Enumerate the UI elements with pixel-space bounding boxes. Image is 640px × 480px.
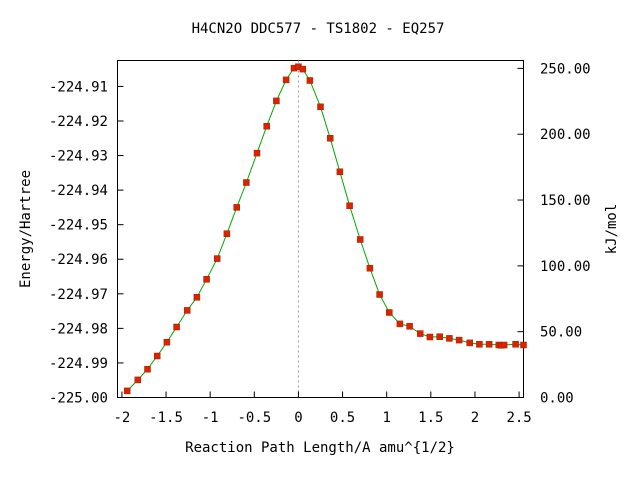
y-tick-label: -225.00 [49, 391, 108, 407]
data-point [243, 179, 250, 186]
data-point [426, 333, 434, 341]
data-point [123, 387, 131, 395]
y-tick-label: -224.96 [49, 252, 108, 268]
series-layer [123, 63, 527, 395]
data-point [282, 76, 290, 84]
data-point [336, 168, 344, 176]
data-point [376, 291, 383, 298]
y2-tick-label: 250.00 [540, 61, 591, 77]
y2-tick-label: 100.00 [540, 259, 591, 275]
data-point [346, 202, 353, 209]
data-point [163, 338, 171, 346]
data-point [386, 309, 393, 316]
x-tick-label: 0 [294, 410, 302, 426]
x-tick-label: -1 [202, 410, 219, 426]
data-point [326, 135, 334, 142]
data-point [476, 341, 483, 348]
data-point [183, 307, 191, 314]
x-axis-ticks: -2 -1.5 -1 -0.5 0 0.5 1 1.5 2 2.5 [113, 391, 532, 426]
y-tick-label: -224.97 [49, 287, 108, 303]
data-point [356, 236, 364, 243]
y-tick-label: -224.98 [49, 321, 108, 337]
x-tick-label: -1.5 [149, 410, 183, 426]
data-point [203, 276, 210, 283]
data-point [416, 330, 424, 337]
data-point [512, 341, 519, 348]
data-point [233, 204, 240, 211]
x-tick-label: 1.5 [418, 410, 443, 426]
data-point [273, 97, 280, 105]
y2-tick-label: 200.00 [540, 127, 591, 143]
data-point [263, 122, 270, 130]
data-point [500, 341, 508, 349]
plot-frame [117, 60, 524, 398]
series-line [126, 66, 524, 392]
data-point [436, 333, 443, 340]
data-point [520, 341, 527, 349]
y-tick-label: -224.91 [49, 79, 108, 95]
data-point [173, 323, 180, 331]
y-axis-ticks: -224.91 -224.92 -224.93 -224.94 -224.95 -224.… [49, 79, 124, 407]
data-point [455, 336, 463, 344]
y-tick-label: -224.99 [49, 356, 108, 372]
y2-axis-label: kJ/mol [604, 204, 620, 255]
data-point [253, 149, 261, 157]
y-tick-label: -224.94 [49, 183, 108, 199]
data-point [466, 339, 473, 347]
y2-tick-label: 50.00 [540, 325, 582, 341]
data-point [406, 323, 413, 330]
data-point [396, 320, 404, 328]
x-tick-label: 1 [382, 410, 390, 426]
data-point [306, 77, 314, 84]
x-tick-label: -0.5 [237, 410, 271, 426]
data-point [366, 264, 374, 272]
data-point [223, 230, 231, 237]
x-tick-label: 0.5 [330, 410, 355, 426]
data-point [193, 294, 201, 301]
y-axis-label: Energy/Hartree [18, 170, 34, 288]
y-tick-label: -224.95 [49, 218, 108, 234]
y-tick-label: -224.93 [49, 149, 108, 165]
data-point [299, 65, 307, 73]
y2-axis-ticks: 250.00 200.00 150.00 100.00 50.00 0.00 [517, 61, 591, 407]
data-point [485, 341, 493, 348]
x-tick-label: 2.5 [506, 410, 531, 426]
data-point [153, 352, 161, 360]
y2-tick-label: 150.00 [540, 193, 591, 209]
x-axis-label: Reaction Path Length/A amu^{1/2} [185, 440, 455, 456]
data-point [134, 376, 142, 384]
data-point [317, 103, 324, 111]
chart-title: H4CN2O DDC577 - TS1802 - EQ257 [192, 21, 445, 37]
data-point [213, 255, 221, 262]
x-tick-label: 2 [471, 410, 479, 426]
y-tick-label: -224.92 [49, 114, 108, 130]
data-point [144, 365, 151, 373]
data-point [446, 335, 453, 342]
y2-tick-label: 0.00 [540, 391, 574, 407]
x-tick-label: -2 [113, 410, 130, 426]
